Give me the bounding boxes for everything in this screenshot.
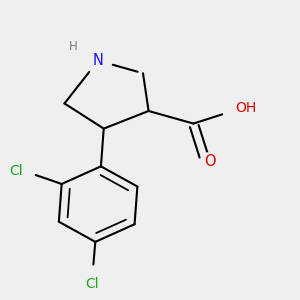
Text: O: O	[205, 154, 216, 169]
Text: H: H	[68, 40, 77, 53]
Text: Cl: Cl	[86, 277, 99, 291]
Text: Cl: Cl	[9, 164, 22, 178]
Text: OH: OH	[236, 101, 257, 116]
Text: N: N	[93, 53, 104, 68]
